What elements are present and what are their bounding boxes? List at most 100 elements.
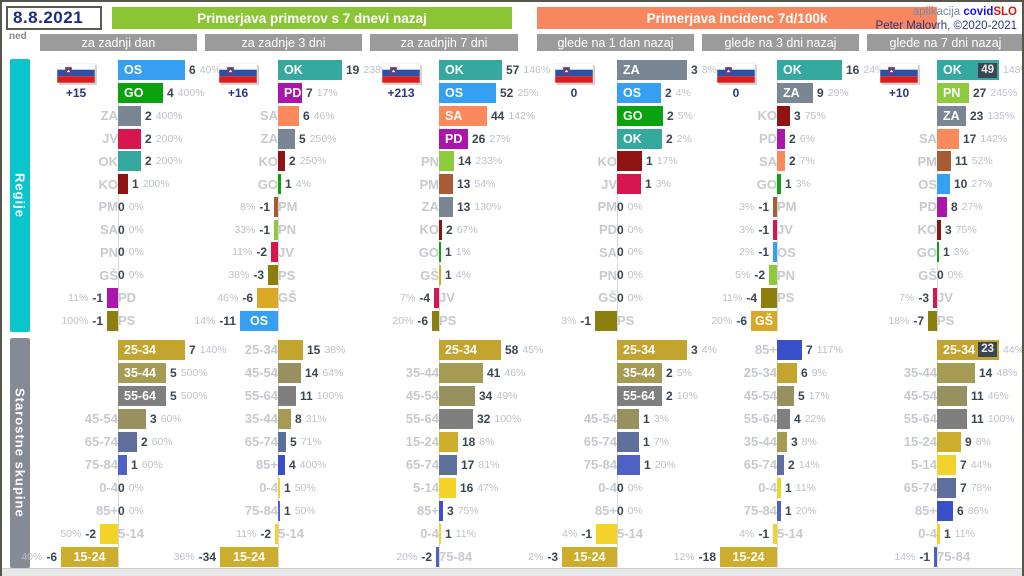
bar-label: KO <box>98 176 119 192</box>
bar-pct: 4% <box>295 178 311 191</box>
left-zone: 46% -6 <box>205 287 278 308</box>
column-header-last-day[interactable]: za zadnji dan <box>40 34 197 51</box>
left-zone: 45-54 <box>867 388 937 403</box>
bar-pct: 400% <box>177 87 205 100</box>
age-bar <box>777 431 787 452</box>
bar-label: OK <box>783 63 802 78</box>
bar-pct: 100% <box>316 389 344 402</box>
bar-value: 58 <box>505 342 519 357</box>
region-bar <box>439 265 441 286</box>
age-bar <box>439 477 456 498</box>
bar-pct: 0% <box>128 223 144 236</box>
bar-label: 5-14 <box>910 457 937 472</box>
bar-label: OS <box>445 86 464 101</box>
country-total: +10 <box>880 63 918 100</box>
left-zone: KO <box>205 154 279 169</box>
bar-pct: 40% <box>21 550 43 563</box>
column-header-last-7-days[interactable]: za zadnjih 7 dni <box>370 34 518 51</box>
left-zone: SA <box>205 108 278 123</box>
region-bar: GO <box>118 83 163 104</box>
bar-pct: 250% <box>299 155 327 168</box>
bar-value: 1 <box>445 245 452 260</box>
right-zone: JV <box>777 222 859 237</box>
bar-pct: 8% <box>801 435 817 448</box>
bar-row: 85+ 0 0% <box>537 499 694 522</box>
bar-value: -4 <box>746 290 757 305</box>
ages-col-last-7-days: 25-34 58 45% 35-44 41 46% 45-54 34 49% 55-64 32 100… <box>370 338 543 568</box>
bar-label: OS <box>918 176 937 192</box>
right-zone: PD 26 27% <box>439 128 518 149</box>
region-bar <box>118 151 141 172</box>
bar-value: 11 <box>955 154 968 169</box>
regions-section: OS 6 40% GO 4 400% ZA 2 400% JV 2 200% OK 2 200% KO 1 200… <box>2 59 1022 332</box>
region-bar <box>769 265 777 286</box>
left-zone: 18% -7 <box>867 310 937 331</box>
bar-label: JV <box>278 244 294 260</box>
column-header-vs-7-days[interactable]: glede na 7 dni nazaj <box>867 34 1022 51</box>
right-zone: 16 47% <box>439 477 518 498</box>
left-zone: 65-74 <box>205 434 278 449</box>
bar-row: 25-34 23 44% <box>867 338 1022 361</box>
bar-row: PD 26 27% <box>370 127 518 150</box>
bar-value: 4 <box>289 457 296 472</box>
bar-value: 11 <box>971 388 984 403</box>
age-bar <box>118 408 146 429</box>
right-zone: 1 17% <box>617 151 694 172</box>
bar-row: 55-64 32 100% <box>370 407 521 430</box>
bar-label: PD <box>284 86 302 101</box>
bar-row: 85+ 7 117% <box>702 338 859 361</box>
bar-row: ZA 2 400% <box>40 105 197 128</box>
right-zone: 0 0% <box>617 481 694 495</box>
bar-label: GO <box>418 244 439 260</box>
bar-pct: 0% <box>128 200 144 213</box>
bar-label: 0-4 <box>259 480 278 495</box>
bar-pct: 75% <box>955 223 977 236</box>
bar-pct: 400% <box>299 458 327 471</box>
age-bar: 55-64 <box>617 385 662 406</box>
bar-value: -1 <box>758 199 769 214</box>
bar-label: PS <box>439 313 457 329</box>
bar-pct: 20% <box>392 314 414 327</box>
age-bar <box>278 408 291 429</box>
bar-row: KO 2 67% <box>370 218 518 241</box>
bar-row: 65-74 1 7% <box>537 430 694 453</box>
bar-pct: 60% <box>151 435 173 448</box>
bar-label: GO <box>916 244 937 260</box>
region-bar <box>937 196 947 217</box>
age-bar <box>278 385 296 406</box>
right-zone: 17 81% <box>439 454 518 475</box>
bar-row: 45-54 3 60% <box>40 407 197 430</box>
right-zone: 11 46% <box>937 385 1022 406</box>
bar-row: 85+ 0 0% <box>40 499 197 522</box>
bar-pct: 36% <box>173 550 195 563</box>
bar-label: 35-44 <box>124 365 156 380</box>
bar-pct: 27% <box>489 132 511 145</box>
region-bar: ZA <box>937 105 966 126</box>
age-bar: 25-34 <box>118 339 185 360</box>
date-selector[interactable]: 8.8.2021 <box>6 6 102 30</box>
bar-pct: 49% <box>496 389 518 402</box>
right-zone: 11 52% <box>937 151 1022 172</box>
left-zone: 5-14 <box>867 457 937 472</box>
column-header-vs-1-day[interactable]: glede na 1 dan nazaj <box>537 34 694 51</box>
regions-col-last-7-days: OK 57 146% OS 52 25% SA 44 142% PD 26 27% PN 14 233% PM… <box>370 59 550 332</box>
right-zone: ZA 23 135% <box>937 105 1022 126</box>
app-name-slo: SLO <box>993 6 1017 18</box>
bar-pct: 11% <box>68 291 89 304</box>
column-header-vs-3-days[interactable]: glede na 3 dni nazaj <box>702 34 859 51</box>
bar-row: OS 52 25% <box>370 82 538 105</box>
bar-value: 0 <box>118 268 125 283</box>
bar-label: GŠ <box>598 290 617 306</box>
bar-pct: 5% <box>677 109 693 122</box>
bar-row: 55-64 4 22% <box>702 407 859 430</box>
age-bar <box>278 500 280 521</box>
bar-row: GO 1 3% <box>702 173 859 196</box>
bar-label: 45-54 <box>405 388 439 403</box>
left-zone: 3% -1 <box>702 196 777 217</box>
regions-col-vs-3-days: OK 16 24% ZA 9 29% KO 3 75% PD 2 6% SA 2 7% GO 1 3% 3% -1 PM… <box>702 59 884 332</box>
column-header-last-3-days[interactable]: za zadnje 3 dni <box>205 34 362 51</box>
bar-value: 0 <box>617 290 624 305</box>
bar-row: 25-34 6 9% <box>702 361 859 384</box>
bar-label: OS <box>124 63 143 78</box>
